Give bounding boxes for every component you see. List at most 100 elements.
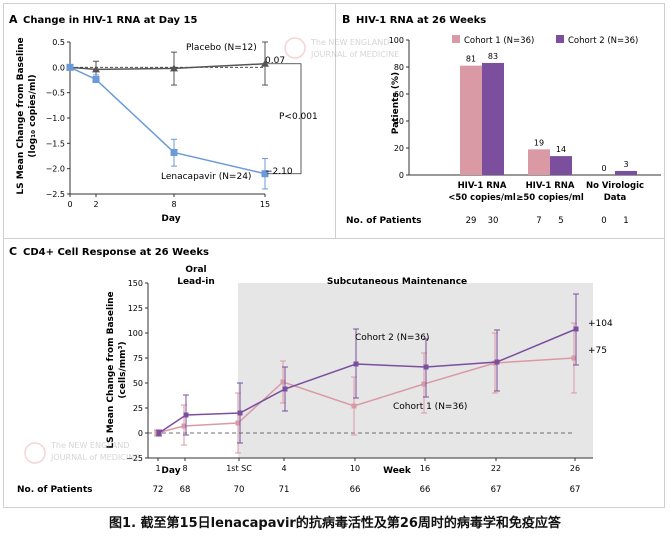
bar-value-label: 19	[534, 138, 544, 147]
panel-b-y-tick-label: 20	[394, 144, 404, 153]
panel-c-y-tick-label: 75	[133, 354, 143, 363]
panel-b-chart: B HIV-1 RNA at 26 Weeks Patients (%) 0 20…	[342, 13, 661, 226]
panel-b-y-tick-label: 100	[389, 36, 404, 45]
panel-a-title: Change in HIV-1 RNA at Day 15	[23, 15, 197, 26]
panel-b-y-tick-label: 40	[394, 117, 404, 126]
lenacapavir-point	[170, 148, 178, 156]
panel-c-npatients-label: No. of Patients	[17, 485, 93, 495]
bar-value-label: 14	[556, 145, 566, 154]
nejm-seal-icon-top	[284, 37, 306, 59]
placebo-point	[92, 65, 100, 73]
cohort1-end-value: +75	[588, 346, 607, 356]
cohort2-line	[158, 328, 577, 434]
legend-cohort1-label: Cohort 1 (N=36)	[464, 36, 534, 46]
legend-cohort2-label: Cohort 2 (N=36)	[568, 36, 638, 46]
panel-c-x-tick-label: 1	[155, 464, 160, 473]
cohort1-bar	[460, 65, 482, 175]
panel-c-y-tick-label: 25	[133, 404, 143, 413]
panel-b-y-tick-label: 80	[394, 63, 404, 72]
npatients-value: 1	[623, 216, 628, 226]
panel-b-npatients-label: No. of Patients	[346, 216, 422, 226]
panel-a-y-tick-label: −1.5	[46, 139, 65, 148]
cohort2-point	[423, 364, 429, 370]
panel-b-y-tick-label: 60	[394, 90, 404, 99]
cohort2-bar	[482, 62, 504, 176]
placebo-point	[170, 64, 178, 72]
panel-c-npatients-value: 68	[180, 485, 191, 495]
panel-c-x-tick-label: 4	[281, 464, 286, 473]
category-label: No Virologic	[586, 181, 644, 191]
npatients-value: 29	[466, 216, 477, 226]
panel-a-x-tick-label: 8	[171, 200, 176, 209]
placebo-point	[261, 59, 269, 67]
placebo-end-value: 0.07	[265, 56, 285, 66]
legend-cohort2-swatch	[556, 35, 564, 43]
panel-c-y-tick-label: 125	[128, 304, 143, 313]
panel-b-ylabel: Patients (%)	[391, 72, 401, 134]
lenacapavir-label: Lenacapavir (N=24)	[161, 172, 251, 182]
category-label: HIV-1 RNA	[458, 181, 507, 191]
p-value-label: P<0.001	[279, 112, 318, 122]
lenacapavir-point	[66, 63, 74, 71]
lenacapavir-point	[261, 170, 269, 178]
category-label: Data	[604, 193, 627, 203]
cohort1-point	[351, 403, 357, 409]
cohort2-point	[282, 386, 288, 392]
panel-a-letter: A	[9, 13, 18, 26]
cohort2-point	[183, 412, 189, 418]
panel-a-plot: 0.5 0.0 −0.5 −1.0 −1.5 −2.0 −2.50 2 8 15	[46, 38, 302, 209]
npatients-value: 0	[601, 216, 606, 226]
cohort2-label: Cohort 2 (N=36)	[355, 333, 429, 343]
cohort1-line	[156, 357, 575, 434]
p-value-bracket	[267, 63, 302, 175]
panel-a-ylabel-1: LS Mean Change from Baseline	[16, 37, 26, 194]
panel-c-npatients-value: 72	[153, 485, 164, 495]
cohort1-label: Cohort 1 (N=36)	[393, 402, 467, 412]
panel-c-npatients-value: 67	[491, 485, 502, 495]
phase-sc-label: Subcutaneous Maintenance	[327, 277, 467, 287]
panel-c-y-tick-label: 100	[128, 329, 143, 338]
panel-divider-horizontal	[3, 238, 665, 239]
cohort2-bar	[550, 156, 572, 175]
panel-c-npatients-value: 70	[234, 485, 245, 495]
watermark-line1: The NEW ENGLAND	[50, 441, 129, 450]
watermark-top-line1: The NEW ENGLAND	[310, 38, 389, 47]
panel-c-x-tick-label: 16	[420, 464, 430, 473]
panel-c-npatients-value: 66	[420, 485, 431, 495]
panel-c-ylabel-2: (cells/mm³)	[118, 341, 128, 398]
cohort2-end-value: +104	[588, 319, 613, 329]
cohort2-point	[156, 430, 162, 436]
panel-c-x-tick-label: 8	[182, 464, 187, 473]
cohort1-point	[421, 381, 427, 387]
cohort2-bar	[615, 170, 637, 175]
cohort1-point	[235, 420, 241, 426]
cohort1-point	[571, 355, 577, 361]
lenacapavir-line	[69, 66, 266, 175]
panel-c-chart: C CD4+ Cell Response at 26 Weeks Oral Le…	[9, 245, 613, 495]
nejm-watermark-top: The NEW ENGLAND JOURNAL of MEDICINE	[284, 37, 399, 59]
panel-c-y-tick-label: 50	[133, 379, 143, 388]
panel-a-y-tick-label: 0.5	[52, 38, 65, 47]
panel-c-npatients-value: 67	[570, 485, 581, 495]
panel-b-title: HIV-1 RNA at 26 Weeks	[356, 15, 486, 26]
panel-a-y-tick-label: −2.0	[46, 165, 65, 174]
legend-cohort1-swatch	[452, 35, 460, 43]
panel-c-npatients-value: 66	[350, 485, 361, 495]
panel-a-x-tick-label: 2	[93, 200, 98, 209]
watermark-top-line2: JOURNAL of MEDICINE	[310, 50, 399, 59]
category-label: ≥50 copies/ml	[516, 193, 584, 203]
cohort2-point	[494, 359, 500, 365]
panel-c-plot: −25 0 25 50 75 100 125 150 1 72 8 68 1st SC 70 4 71 10 66…	[126, 279, 593, 495]
panel-c-npatients-value: 71	[279, 485, 290, 495]
phase-oral-label-2: Lead-in	[177, 277, 215, 287]
bar-value-label: 0	[601, 164, 606, 173]
panel-c-y-tick-label: −25	[126, 454, 143, 463]
panel-a-x-tick-label: 0	[67, 200, 72, 209]
panel-c-xlabel-day: Day	[161, 466, 180, 476]
nejm-watermark: The NEW ENGLAND JOURNAL of MEDICINE	[24, 441, 139, 464]
panel-c-xlabel-week: Week	[383, 466, 412, 476]
placebo-label: Placebo (N=12)	[186, 43, 257, 53]
npatients-value: 5	[558, 216, 563, 226]
figure-caption: 图1. 截至第15日lenacapavir的抗病毒活性及第26周时的病毒学和免疫…	[109, 516, 561, 531]
